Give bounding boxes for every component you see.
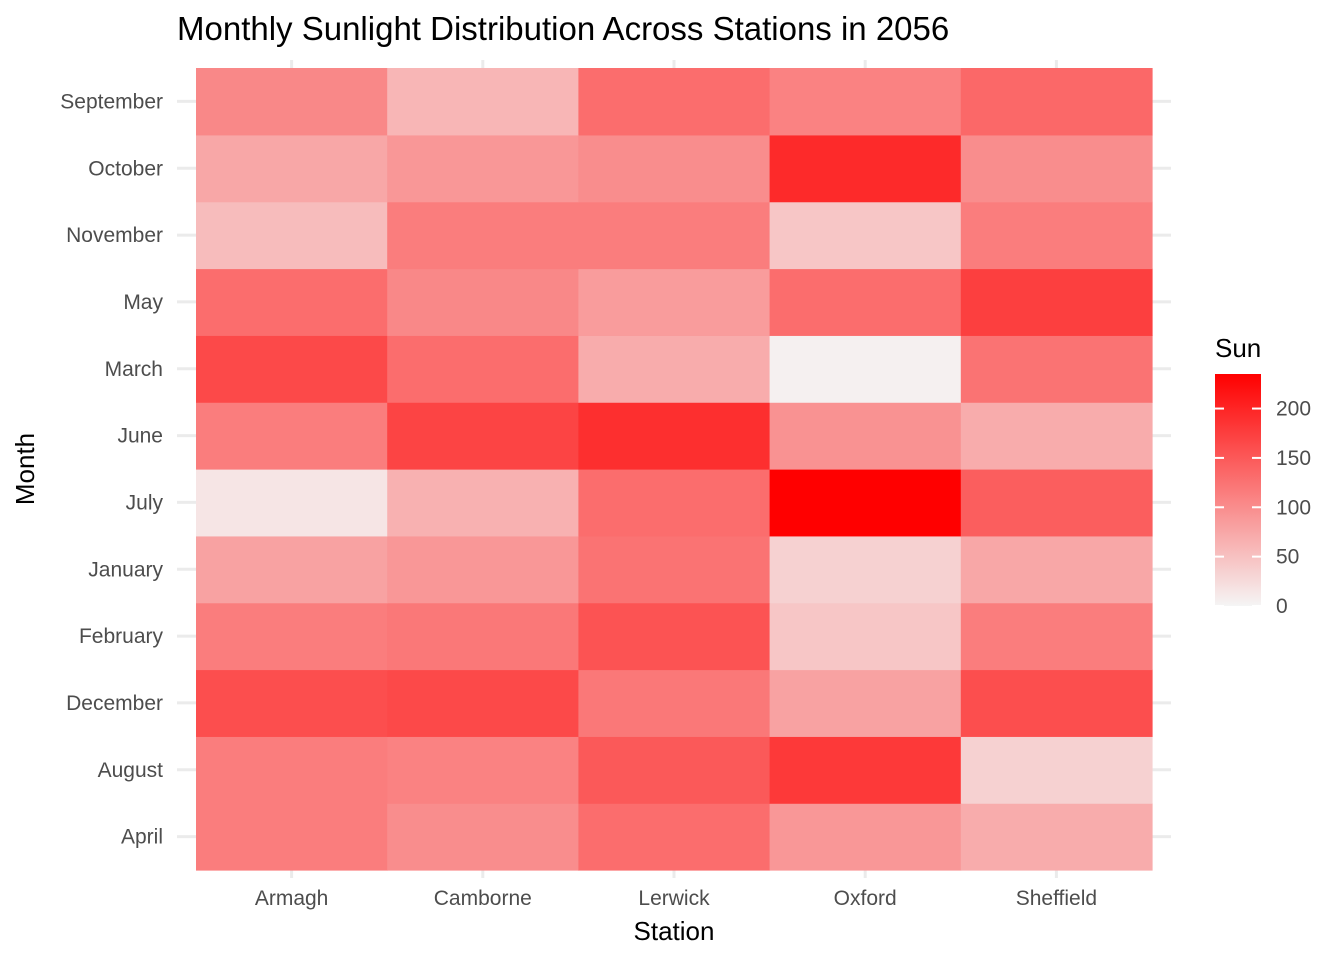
heatmap-tile — [387, 669, 579, 737]
heatmap-tile — [387, 268, 579, 336]
y-tick-label: August — [98, 759, 164, 782]
heatmap-tile — [960, 803, 1153, 871]
heatmap-tile — [196, 134, 388, 203]
heatmap-tile — [960, 335, 1153, 403]
heatmap-tile — [196, 68, 388, 136]
y-tick-label: December — [66, 692, 163, 715]
heatmap-tile — [960, 268, 1153, 336]
heatmap-tile — [960, 669, 1153, 737]
heatmap-tile — [578, 803, 771, 871]
y-tick-label: April — [121, 826, 163, 849]
x-tick-label: Sheffield — [1016, 887, 1097, 910]
heatmap-tile — [960, 134, 1153, 203]
heatmap-tile — [960, 469, 1153, 537]
legend-tick-label: 100 — [1276, 496, 1311, 519]
heatmap-tile — [960, 602, 1153, 671]
heatmap-tile — [387, 201, 579, 270]
x-tick-label: Lerwick — [638, 887, 710, 910]
color-legend: Sun 0 50 100 150 200 — [1215, 333, 1311, 618]
heatmap-tile — [387, 736, 579, 804]
heatmap-tile — [769, 134, 962, 203]
heatmap-tile — [769, 335, 962, 403]
legend-color-bar — [1215, 374, 1261, 606]
heatmap-tile — [769, 736, 962, 804]
legend-ticks: 0 50 100 150 200 — [1215, 398, 1311, 618]
heatmap-tile — [196, 402, 388, 470]
heatmap-tile — [578, 736, 771, 804]
y-tick-label: June — [117, 425, 163, 448]
y-tick-label: October — [88, 157, 163, 180]
y-tick-label: March — [105, 358, 163, 381]
heatmap-tile — [578, 68, 771, 136]
y-tick-label: May — [123, 291, 163, 314]
heatmap-tile — [196, 602, 388, 671]
heatmap-tile — [769, 669, 962, 737]
heatmap-tile — [578, 335, 771, 403]
heatmap-tile — [769, 68, 962, 136]
y-axis-title: Month — [10, 433, 40, 505]
y-tick-label: September — [60, 90, 163, 113]
chart-title: Monthly Sunlight Distribution Across Sta… — [177, 10, 949, 47]
heatmap-tile — [769, 602, 962, 671]
heatmap-tile — [960, 201, 1153, 270]
heatmap-tile — [769, 535, 962, 604]
heatmap-tile — [578, 268, 771, 336]
y-tick-label: February — [79, 625, 164, 648]
x-tick-label: Armagh — [255, 887, 329, 910]
heatmap-tile — [960, 402, 1153, 470]
y-tick-label: November — [66, 224, 163, 247]
x-tick-label: Camborne — [434, 887, 532, 910]
heatmap-tile — [578, 134, 771, 203]
heatmap-tile — [578, 602, 771, 671]
heatmap-tile — [196, 736, 388, 804]
heatmap-tile — [960, 736, 1153, 804]
heatmap-tile — [578, 535, 771, 604]
heatmap-tile — [196, 669, 388, 737]
heatmap-tile — [387, 402, 579, 470]
heatmap-tile — [769, 469, 962, 537]
x-axis-ticks: Armagh Camborne Lerwick Oxford Sheffield — [255, 887, 1097, 910]
heatmap-tile — [387, 335, 579, 403]
heatmap-tile — [387, 134, 579, 203]
heatmap-tiles — [196, 68, 1153, 871]
heatmap-tile — [387, 602, 579, 671]
heatmap-tile — [196, 535, 388, 604]
heatmap-tile — [196, 335, 388, 403]
legend-tick-label: 0 — [1276, 595, 1288, 618]
heatmap-tile — [960, 535, 1153, 604]
y-axis-ticks: April August December February January July Ju… — [60, 90, 163, 848]
heatmap-tile — [196, 201, 388, 270]
y-tick-label: January — [88, 558, 163, 581]
legend-tick-label: 150 — [1276, 447, 1311, 470]
legend-tick-label: 200 — [1276, 398, 1311, 421]
heatmap-tile — [578, 402, 771, 470]
heatmap-tile — [769, 803, 962, 871]
heatmap-tile — [196, 268, 388, 336]
heatmap-tile — [387, 803, 579, 871]
heatmap-tile — [578, 669, 771, 737]
heatmap-tile — [387, 535, 579, 604]
heatmap-tile — [387, 469, 579, 537]
heatmap-tile — [196, 803, 388, 871]
heatmap-tile — [196, 469, 388, 537]
heatmap-tile — [769, 201, 962, 270]
heatmap-tile — [960, 68, 1153, 136]
heatmap-tile — [769, 268, 962, 336]
heatmap-tile — [578, 201, 771, 270]
x-axis-title: Station — [634, 916, 715, 946]
heatmap-tile — [387, 68, 579, 136]
heatmap-tile — [769, 402, 962, 470]
x-tick-label: Oxford — [834, 887, 897, 910]
heatmap-tile — [578, 469, 771, 537]
y-tick-label: July — [126, 491, 164, 514]
legend-tick-label: 50 — [1276, 546, 1299, 569]
legend-title: Sun — [1215, 333, 1261, 363]
